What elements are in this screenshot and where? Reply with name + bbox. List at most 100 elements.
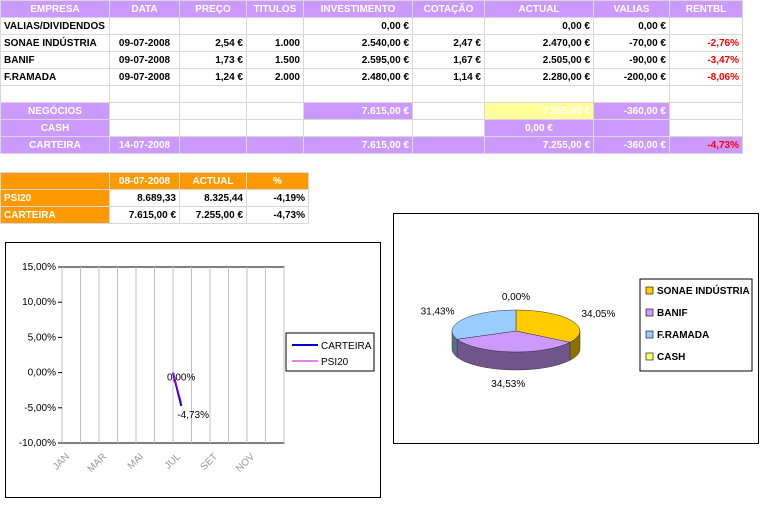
cell[interactable] <box>246 136 304 154</box>
cell-investimento[interactable]: 0,00 € <box>303 17 413 35</box>
cell-percent[interactable]: -4,19% <box>246 189 309 207</box>
cell-rentbl[interactable]: -2,76% <box>669 34 743 52</box>
row-label[interactable]: CARTEIRA <box>0 136 110 154</box>
cell-rentbl[interactable]: -3,47% <box>669 51 743 69</box>
pie-slice-f-ramada[interactable] <box>451 309 517 340</box>
cell[interactable] <box>179 119 247 137</box>
cell[interactable] <box>246 17 304 35</box>
cell[interactable] <box>593 119 670 137</box>
col-header-cotacao: COTAÇÃO <box>412 0 485 18</box>
data-label: 0,00% <box>167 373 195 384</box>
cell-actual[interactable]: 2.280,00 € <box>484 68 594 86</box>
line-chart[interactable]: 15,00% 10,00% 5,00% 0,00% -5,00% -10,00% JAN M… <box>5 242 381 498</box>
legend-box <box>285 332 375 372</box>
cell-investimento[interactable]: 7.615,00 € <box>303 136 413 154</box>
cell[interactable] <box>246 85 304 103</box>
cell[interactable] <box>0 172 110 190</box>
cell[interactable] <box>669 85 743 103</box>
series-line-psi20 <box>172 372 182 403</box>
row-label[interactable]: CARTEIRA <box>0 206 110 224</box>
cell-actual[interactable]: 8.325,44 <box>179 189 247 207</box>
col-header-rentbl: RENTBL <box>669 0 743 18</box>
table-row: CARTEIRA 7.615,00 € 7.255,00 € -4,73% <box>0 206 309 224</box>
cell-actual[interactable]: 2.505,00 € <box>484 51 594 69</box>
cell-rentbl[interactable]: -8,06% <box>669 68 743 86</box>
col-header-percent[interactable]: % <box>246 172 309 190</box>
cell[interactable] <box>246 102 304 120</box>
cell-data[interactable]: 14-07-2008 <box>109 136 180 154</box>
cell-rentbl[interactable]: -4,73% <box>669 136 743 154</box>
cell-start[interactable]: 7.615,00 € <box>109 206 180 224</box>
cell[interactable] <box>412 85 485 103</box>
legend-box <box>639 278 753 372</box>
cell-preco[interactable]: 1,24 € <box>179 68 247 86</box>
cell-actual[interactable]: 0,00 € <box>484 17 594 35</box>
cell-valias[interactable]: -90,00 € <box>593 51 670 69</box>
cell-investimento[interactable]: 2.595,00 € <box>303 51 413 69</box>
row-label[interactable]: NEGÓCIOS <box>0 102 110 120</box>
cell-titulos[interactable]: 2.000 <box>246 68 304 86</box>
row-label[interactable]: CASH <box>0 119 110 137</box>
cell-titulos[interactable]: 1.500 <box>246 51 304 69</box>
cell[interactable] <box>484 85 594 103</box>
cell-start[interactable]: 8.689,33 <box>109 189 180 207</box>
cell-valias[interactable]: -70,00 € <box>593 34 670 52</box>
cell[interactable] <box>109 119 180 137</box>
cell-actual[interactable]: 7.255,00 € <box>484 136 594 154</box>
cell[interactable] <box>246 119 304 137</box>
cell-percent[interactable]: -4,73% <box>246 206 309 224</box>
cell[interactable] <box>669 119 743 137</box>
legend-swatch-f-ramada <box>645 330 654 339</box>
cell[interactable] <box>179 17 247 35</box>
pie-slice-banif[interactable] <box>456 330 571 353</box>
cell[interactable] <box>412 119 485 137</box>
cell[interactable] <box>412 102 485 120</box>
cell-valias[interactable]: -200,00 € <box>593 68 670 86</box>
cell[interactable] <box>179 136 247 154</box>
cell-investimento[interactable]: 7.615,00 € <box>303 102 413 120</box>
cell[interactable] <box>109 102 180 120</box>
cell[interactable] <box>303 119 413 137</box>
cell-empresa[interactable]: F.RAMADA <box>0 68 110 86</box>
cell-actual[interactable]: 7.255,00 € <box>484 102 594 120</box>
cell-cotacao[interactable]: 2,47 € <box>412 34 485 52</box>
cell[interactable] <box>109 85 180 103</box>
cell-preco[interactable]: 1,73 € <box>179 51 247 69</box>
pie-chart[interactable]: 34,05% 34,53% 31,43% 0,00% SONAE INDÚSTRIA B… <box>393 213 759 444</box>
cell[interactable] <box>669 102 743 120</box>
series <box>172 372 183 407</box>
y-tick-label: -10,00% <box>19 438 56 449</box>
cell-data[interactable]: 09-07-2008 <box>109 51 180 69</box>
cell-actual[interactable]: 7.255,00 € <box>179 206 247 224</box>
cell[interactable] <box>593 85 670 103</box>
cell-data[interactable]: 09-07-2008 <box>109 68 180 86</box>
cell[interactable] <box>303 85 413 103</box>
y-tick-label: 0,00% <box>28 368 56 379</box>
cell-data[interactable]: 09-07-2008 <box>109 34 180 52</box>
cell[interactable] <box>0 85 110 103</box>
cell-actual[interactable]: 0,00 € <box>484 119 594 137</box>
cell[interactable] <box>109 17 180 35</box>
cell-cotacao[interactable]: 1,67 € <box>412 51 485 69</box>
cell-preco[interactable]: 2,54 € <box>179 34 247 52</box>
cell-empresa[interactable]: BANIF <box>0 51 110 69</box>
col-header-start-date[interactable]: 08-07-2008 <box>109 172 180 190</box>
cell[interactable] <box>412 136 485 154</box>
cell-valias[interactable]: -360,00 € <box>593 102 670 120</box>
cell-valias[interactable]: -360,00 € <box>593 136 670 154</box>
row-label[interactable]: VALIAS/DIVIDENDOS <box>0 17 110 35</box>
cell-investimento[interactable]: 2.540,00 € <box>303 34 413 52</box>
cell[interactable] <box>179 102 247 120</box>
col-header-actual[interactable]: ACTUAL <box>179 172 247 190</box>
cell[interactable] <box>412 17 485 35</box>
cell[interactable] <box>669 17 743 35</box>
cell[interactable] <box>179 85 247 103</box>
x-tick-label: JUL <box>163 451 184 472</box>
cell-investimento[interactable]: 2.480,00 € <box>303 68 413 86</box>
cell-actual[interactable]: 2.470,00 € <box>484 34 594 52</box>
cell-empresa[interactable]: SONAE INDÚSTRIA <box>0 34 110 52</box>
cell-cotacao[interactable]: 1,14 € <box>412 68 485 86</box>
row-label[interactable]: PSI20 <box>0 189 110 207</box>
cell-valias[interactable]: 0,00 € <box>593 17 670 35</box>
cell-titulos[interactable]: 1.000 <box>246 34 304 52</box>
